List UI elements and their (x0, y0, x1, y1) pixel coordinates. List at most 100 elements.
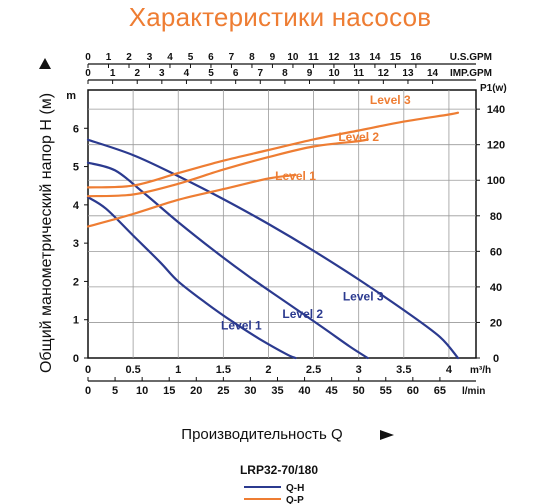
us-gpm-tick-label: 1 (106, 52, 112, 63)
flow-lmin-tick-label: 60 (407, 385, 419, 397)
us-gpm-tick-label: 4 (167, 52, 173, 63)
x-axis-arrow-icon (380, 430, 394, 440)
series-layer (86, 111, 460, 360)
page-title: Характеристики насосов (128, 2, 432, 32)
us-gpm-tick-label: 0 (85, 52, 91, 63)
flow-lmin-tick-label: 0 (85, 385, 91, 397)
imp-gpm-tick-label: 8 (282, 68, 288, 79)
us-gpm-tick-label: 3 (147, 52, 153, 63)
flow-lmin-unit-label: l/min (462, 386, 485, 397)
flow-m3h-tick-label: 2 (265, 364, 271, 376)
head-tick-label: 4 (73, 200, 80, 212)
qp-curve-level-3 (86, 111, 460, 189)
flow-m3h-tick-label: 0 (85, 364, 91, 376)
legend-label-q-p: Q-P (286, 495, 304, 504)
power-tick-label: 100 (487, 175, 505, 187)
x-axis-title: Производительность Q (181, 426, 342, 443)
power-tick-label: 140 (487, 104, 505, 116)
curve-label-level-3: Level 3 (343, 290, 384, 304)
qh-curve-level-1 (86, 196, 297, 360)
curve-label-level-1: Level 1 (221, 318, 262, 332)
imp-gpm-tick-label: 14 (427, 68, 439, 79)
flow-lmin-tick-label: 35 (271, 385, 283, 397)
us-gpm-tick-label: 16 (410, 52, 422, 63)
imp-gpm-tick-label: 13 (402, 68, 414, 79)
imp-gpm-tick-label: 6 (233, 68, 239, 79)
imp-gpm-tick-label: 10 (329, 68, 341, 79)
flow-lmin-tick-label: 50 (353, 385, 365, 397)
us-gpm-tick-label: 12 (328, 52, 340, 63)
labels-layer: Level 3 Level 2 Level 1 Level 3 Level 2 Level… (221, 93, 411, 332)
flow-m3h-tick-label: 1.5 (216, 364, 231, 376)
flow-lmin-tick-label: 30 (244, 385, 256, 397)
imp-gpm-tick-label: 12 (378, 68, 390, 79)
y-axis-arrow-icon (39, 58, 51, 69)
head-tick-label: 5 (73, 162, 79, 174)
imp-gpm-tick-label: 1 (110, 68, 116, 79)
us-gpm-tick-label: 6 (208, 52, 214, 63)
head-unit-label: m (66, 90, 76, 102)
flow-m3h-tick-label: 0.5 (125, 364, 140, 376)
us-gpm-tick-label: 7 (229, 52, 235, 63)
imp-gpm-tick-label: 7 (258, 68, 264, 79)
us-gpm-tick-label: 14 (369, 52, 381, 63)
power-tick-label: 120 (487, 140, 505, 152)
head-tick-label: 6 (73, 123, 79, 135)
power-tick-label: 40 (490, 282, 502, 294)
us-gpm-tick-label: 8 (249, 52, 255, 63)
power-unit-label: P1(w) (480, 83, 507, 94)
us-gpm-tick-label: 15 (390, 52, 402, 63)
head-tick-label: 0 (73, 353, 79, 365)
flow-lmin-tick-label: 25 (217, 385, 229, 397)
flow-m3h-tick-label: 4 (446, 364, 453, 376)
flow-lmin-tick-label: 20 (190, 385, 202, 397)
power-tick-label: 80 (490, 211, 502, 223)
head-tick-label: 2 (73, 276, 79, 288)
power-tick-label: 20 (490, 317, 502, 329)
us-gpm-tick-label: 5 (188, 52, 194, 63)
curve-label-level-2: Level 2 (338, 130, 379, 144)
power-tick-label: 60 (490, 246, 502, 258)
legend-label-q-h: Q-H (286, 483, 304, 494)
qh-curve-level-2 (86, 161, 369, 360)
qp-curve-level-2 (86, 138, 369, 198)
imp-gpm-tick-label: 3 (159, 68, 165, 79)
flow-lmin-tick-label: 55 (380, 385, 392, 397)
curve-label-level-1: Level 1 (275, 169, 316, 183)
curve-label-level-2: Level 2 (282, 307, 323, 321)
imp-gpm-tick-label: 9 (307, 68, 313, 79)
flow-lmin-tick-label: 5 (112, 385, 118, 397)
us-gpm-tick-label: 13 (349, 52, 361, 63)
us-gpm-tick-label: 9 (270, 52, 276, 63)
legend-layer: LRP32-70/180 Q-HQ-P (240, 463, 318, 504)
us-gpm-unit-label: U.S.GPM (450, 52, 492, 63)
imp-gpm-tick-label: 2 (134, 68, 140, 79)
head-tick-label: 3 (73, 238, 79, 250)
flow-lmin-tick-label: 15 (163, 385, 175, 397)
qp-curve-level-1 (86, 173, 297, 228)
power-tick-label: 0 (493, 353, 499, 365)
flow-m3h-tick-label: 2.5 (306, 364, 321, 376)
flow-m3h-tick-label: 3 (356, 364, 362, 376)
flow-lmin-tick-label: 10 (136, 385, 148, 397)
imp-gpm-tick-label: 0 (85, 68, 91, 79)
model-name: LRP32-70/180 (240, 463, 318, 477)
flow-m3h-tick-label: 1 (175, 364, 181, 376)
flow-lmin-tick-label: 65 (434, 385, 446, 397)
head-tick-label: 1 (73, 315, 79, 327)
flow-lmin-tick-label: 45 (326, 385, 338, 397)
imp-gpm-tick-label: 4 (184, 68, 190, 79)
axes-layer: 0 1 2 3 4 5 6 7 8 9 10 11 12 13 14 15 160 1 2 3 4 5 6 7 8 9 10 11 12… (38, 52, 507, 443)
curve-label-level-3: Level 3 (370, 93, 411, 107)
qh-curve-level-3 (86, 138, 460, 360)
imp-gpm-tick-label: 11 (353, 68, 364, 79)
us-gpm-tick-label: 10 (287, 52, 299, 63)
imp-gpm-unit-label: IMP.GPM (450, 68, 492, 79)
flow-m3h-tick-label: 3.5 (396, 364, 411, 376)
y-axis-title: Общий манометрический напор Н (м) (38, 93, 55, 373)
us-gpm-tick-label: 2 (126, 52, 132, 63)
plot-frame (87, 89, 477, 359)
flow-m3h-unit-label: m³/h (470, 365, 491, 376)
flow-lmin-tick-label: 40 (298, 385, 310, 397)
